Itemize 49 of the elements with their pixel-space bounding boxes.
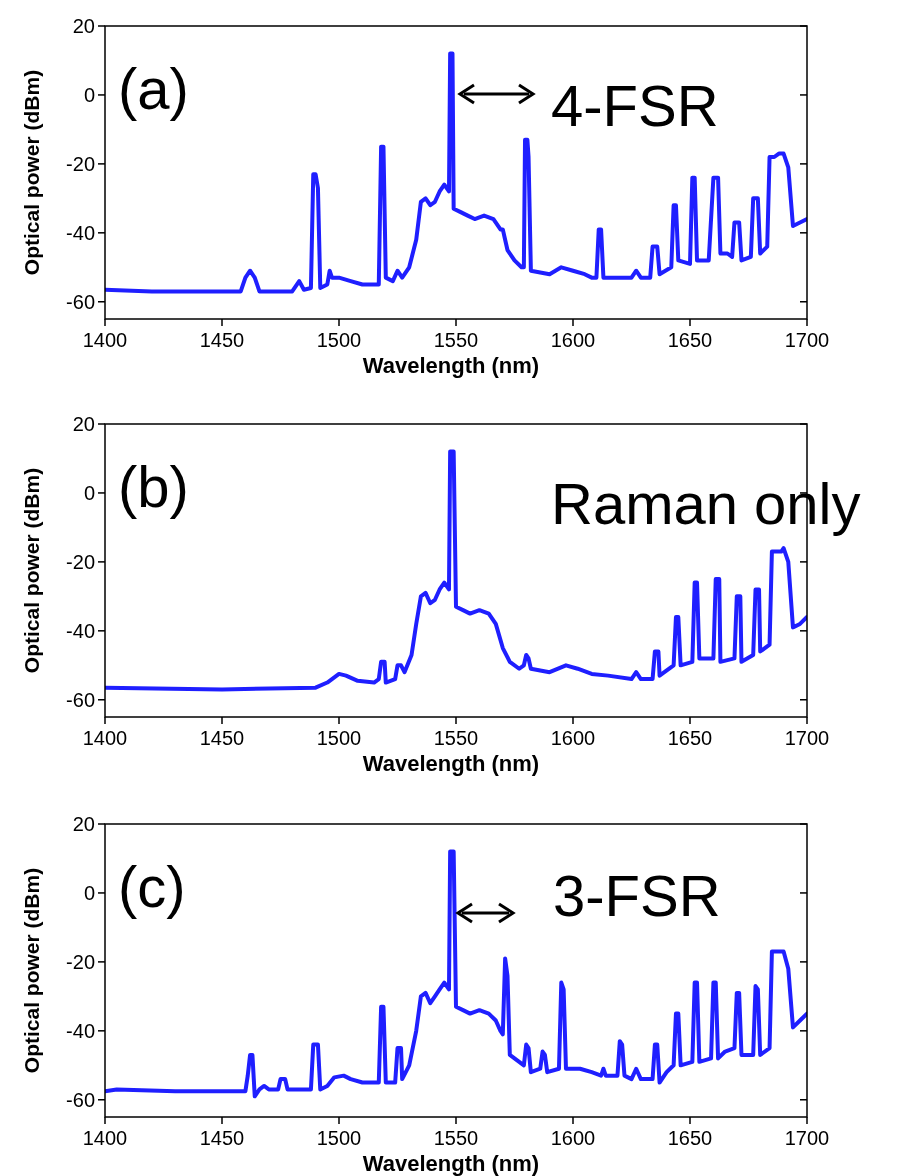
annotation: 3-FSR [553,863,721,928]
y-tick-label: 0 [83,481,95,504]
x-tick-label: 1700 [784,329,830,351]
x-axis-title: Wavelength (nm) [362,1151,540,1176]
annotation: (a) [118,56,189,121]
y-tick-label: -20 [66,550,95,573]
x-tick-label: 1550 [433,329,479,351]
x-tick-label: 1400 [82,727,128,749]
y-tick-label: 20 [72,15,95,37]
x-tick-label: 1600 [550,727,596,749]
annotation: (b) [118,454,189,519]
y-tick-label: -40 [66,221,95,244]
x-axis-title: Wavelength (nm) [362,751,540,776]
x-tick-label: 1500 [316,329,362,351]
x-tick-label: 1500 [316,1127,362,1149]
x-tick-label: 1550 [433,727,479,749]
x-tick-label: 1600 [550,1127,596,1149]
x-tick-label: 1650 [667,727,713,749]
x-tick-label: 1650 [667,329,713,351]
y-tick-label: 0 [83,881,95,904]
x-tick-label: 1400 [82,1127,128,1149]
line-series [105,51,807,294]
y-axis-title: Optical power (dBm) [20,69,43,276]
x-tick-label: 1550 [433,1127,479,1149]
y-tick-label: -20 [66,950,95,973]
x-tick-label: 1700 [784,1127,830,1149]
y-tick-label: 20 [72,813,95,835]
x-tick-label: 1500 [316,727,362,749]
y-tick-label: -60 [66,1088,95,1111]
x-tick-label: 1450 [199,727,245,749]
x-tick-label: 1600 [550,329,596,351]
annotation: 4-FSR [551,73,719,138]
y-tick-label: 0 [83,83,95,106]
x-tick-label: 1650 [667,1127,713,1149]
y-tick-label: -60 [66,688,95,711]
y-axis-title: Optical power (dBm) [20,467,43,674]
x-tick-label: 1700 [784,727,830,749]
y-tick-label: -40 [66,619,95,642]
x-axis-title: Wavelength (nm) [362,353,540,378]
x-tick-label: 1450 [199,329,245,351]
x-tick-label: 1400 [82,329,128,351]
y-tick-label: -60 [66,290,95,313]
y-tick-label: -40 [66,1019,95,1042]
y-tick-label: -20 [66,152,95,175]
y-axis-title: Optical power (dBm) [20,867,43,1074]
annotation: (c) [118,854,186,919]
x-tick-label: 1450 [199,1127,245,1149]
y-tick-label: 20 [72,413,95,435]
line-series [105,849,807,1099]
